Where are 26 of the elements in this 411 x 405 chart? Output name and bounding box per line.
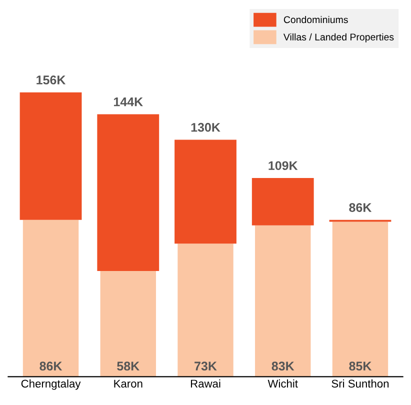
x-tick-label: Karon: [114, 380, 142, 388]
legend-label: Villas / Landed Properties: [283, 33, 394, 42]
bar: [252, 178, 314, 226]
bar: [22, 220, 79, 377]
bar: [20, 92, 82, 220]
bar: [178, 244, 234, 377]
x-tick-label: Rawai: [190, 379, 220, 388]
bar: [332, 222, 388, 377]
total-label: 156K: [36, 76, 66, 84]
x-tick-label: Wichit: [268, 379, 298, 388]
x-tick-label: Sri Sunthon: [332, 379, 389, 388]
bar: [100, 270, 156, 377]
data-label: 83K: [272, 362, 294, 371]
x-tick-label: Cherngtalay: [21, 379, 81, 390]
bar: [255, 225, 311, 377]
total-label: 109K: [268, 161, 298, 170]
legend-label: Condominiums: [284, 16, 348, 24]
data-label: 58K: [117, 362, 140, 371]
bar: [97, 114, 160, 271]
data-label: 86K: [40, 362, 62, 371]
total-label: 86K: [349, 203, 372, 212]
data-label: 73K: [194, 362, 217, 371]
bar: [174, 140, 236, 244]
data-label: 85K: [349, 362, 372, 371]
total-label: 144K: [114, 98, 143, 106]
total-label: 130K: [191, 122, 220, 132]
